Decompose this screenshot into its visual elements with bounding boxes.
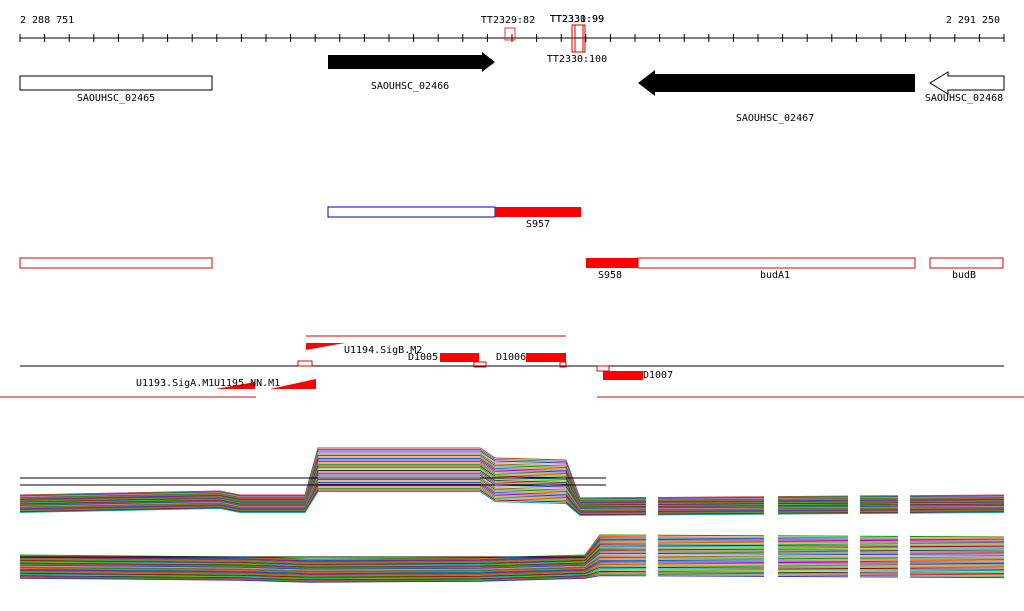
terminator-label: TT2331:99 xyxy=(550,14,604,25)
trace xyxy=(19,559,1005,574)
trace xyxy=(19,548,1005,568)
trace xyxy=(19,558,1005,574)
motif-site xyxy=(297,360,313,367)
trace xyxy=(19,488,1005,515)
motif-label: U1194.SigB.M2 xyxy=(344,345,422,356)
trace xyxy=(19,563,1005,577)
gene xyxy=(328,52,495,72)
segment-site xyxy=(559,361,567,368)
motif xyxy=(215,382,255,389)
feature-label: S958 xyxy=(598,270,622,281)
feature xyxy=(929,257,1004,269)
gene-label: SAOUHSC_02466 xyxy=(371,81,449,92)
trace xyxy=(19,562,1005,576)
trace xyxy=(19,573,1005,582)
trace xyxy=(19,467,1005,507)
trace xyxy=(19,561,1005,575)
ruler-start: 2 288 751 xyxy=(20,15,74,26)
trace xyxy=(19,554,1005,571)
trace xyxy=(19,565,1005,578)
trace xyxy=(19,552,1005,570)
feature xyxy=(19,257,213,269)
motif xyxy=(270,379,316,389)
segment-label: D1007 xyxy=(643,370,673,381)
trace xyxy=(19,547,1005,567)
trace xyxy=(19,482,1005,513)
trace xyxy=(19,479,1005,512)
motif xyxy=(306,343,345,350)
gap xyxy=(256,390,596,400)
segment-label: D1006 xyxy=(496,352,526,363)
feature xyxy=(586,258,638,268)
trace xyxy=(19,471,1005,509)
trace xyxy=(19,537,1005,562)
trace xyxy=(19,542,1005,565)
segment xyxy=(603,371,643,380)
gene xyxy=(638,70,915,96)
feature-label: S957 xyxy=(526,219,550,230)
trace xyxy=(19,540,1005,563)
trace xyxy=(19,566,1005,578)
segment-label: D1005 xyxy=(408,352,438,363)
trace xyxy=(19,538,1005,562)
trace xyxy=(19,551,1005,570)
trace xyxy=(19,468,1005,507)
terminator-label: TT2330:99 xyxy=(550,14,604,25)
trace xyxy=(19,476,1005,510)
trace xyxy=(19,480,1005,512)
motif-label: U1193.SigA.M1 xyxy=(136,378,214,389)
trace xyxy=(19,483,1005,513)
trace xyxy=(19,556,1005,573)
feature-label: budA1 xyxy=(760,270,790,281)
gene-label: SAOUHSC_02467 xyxy=(736,113,814,124)
track-gaps xyxy=(0,390,1024,611)
gap xyxy=(0,518,1024,528)
segment xyxy=(440,353,479,362)
trace xyxy=(19,541,1005,564)
ruler xyxy=(19,34,1005,42)
trace xyxy=(19,575,1005,583)
trace xyxy=(19,555,1005,572)
segment-site xyxy=(596,365,610,372)
trace xyxy=(19,489,1005,516)
gene xyxy=(929,71,1005,95)
expression-traces xyxy=(19,447,1005,583)
gene-label: SAOUHSC_02468 xyxy=(925,93,1003,104)
feature xyxy=(495,207,581,217)
trace xyxy=(19,568,1005,579)
feature xyxy=(637,257,916,269)
trace xyxy=(19,473,1005,509)
terminator xyxy=(574,24,584,53)
trace xyxy=(19,545,1005,566)
terminator-label: TT2330:100 xyxy=(547,54,607,65)
trace xyxy=(19,570,1005,581)
terminator-label: TT2329:82 xyxy=(481,15,535,26)
trace xyxy=(19,470,1005,508)
trace xyxy=(19,544,1005,566)
terminator xyxy=(504,27,516,41)
feature-label: budB xyxy=(952,270,976,281)
trace xyxy=(19,569,1005,580)
segment-site xyxy=(473,361,487,368)
trace xyxy=(19,535,1005,561)
trace xyxy=(19,474,1005,510)
ruler-end: 2 291 250 xyxy=(946,15,1000,26)
trace xyxy=(19,486,1005,515)
gene-label: SAOUHSC_02465 xyxy=(77,93,155,104)
gene xyxy=(19,75,213,91)
motif-label: U1195.NN.M1 xyxy=(214,378,280,389)
trace xyxy=(19,491,1005,516)
feature xyxy=(327,206,496,218)
trace xyxy=(19,572,1005,582)
segment xyxy=(526,353,566,362)
trace xyxy=(19,549,1005,569)
